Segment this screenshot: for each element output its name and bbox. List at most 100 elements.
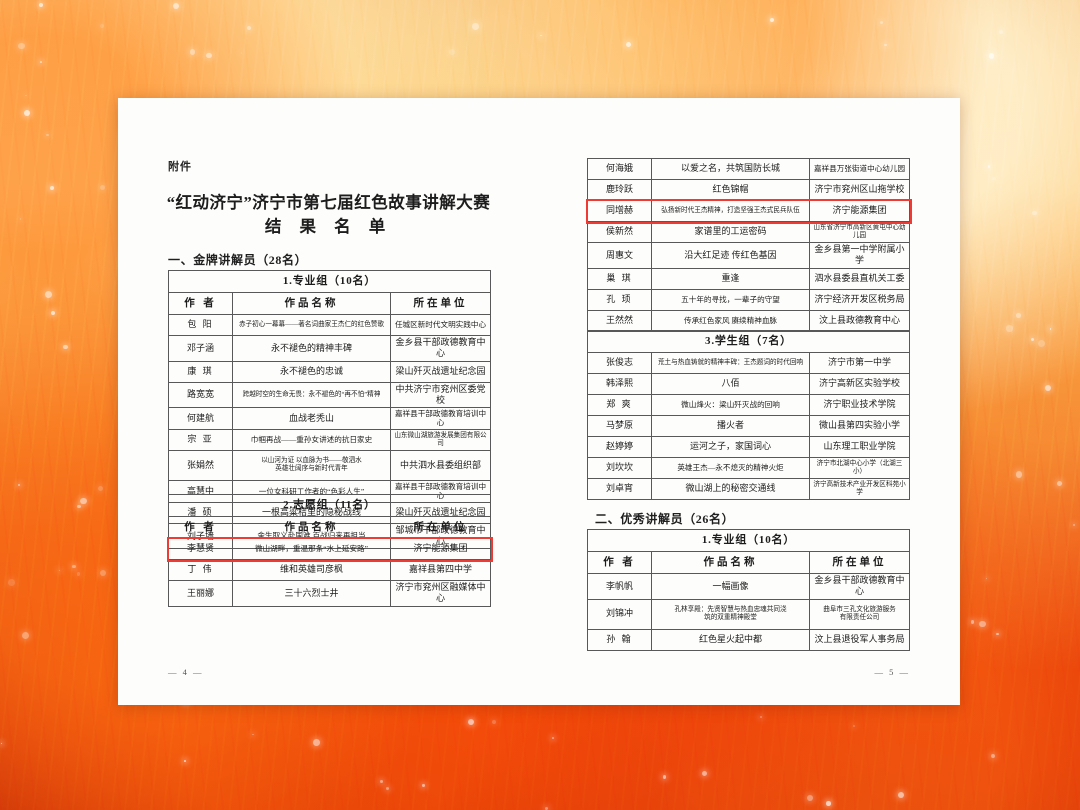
cell-unit: 嘉祥县第四中学 bbox=[389, 559, 492, 581]
table-row: 丁 伟维和英雄司彦枫 嘉祥县第四中学 bbox=[168, 559, 492, 581]
table-row: 张俊志 荒土与热血铸就的精神丰碑：王杰题词的时代回响 济宁市第一中学 bbox=[587, 352, 911, 374]
cell-work: 微山湖上的秘密交通线 bbox=[651, 478, 810, 500]
cell-author: 何海娥 bbox=[587, 158, 652, 180]
table-row: 侯新然 家谱里的工运密码 山东省济宁市高新区黄屯中心幼儿园 bbox=[587, 221, 910, 243]
table-body-excellent-professional: 李帆帆 一幅画像 金乡县干部政德教育中心 刘锦冲 孔林享殿：先贤智慧与热血忠魂共同浇 筑的… bbox=[587, 573, 910, 651]
column-header-unit: 所在单位 bbox=[389, 516, 492, 539]
cell-work: 巾帼再战——重孙女讲述的抗日家史 bbox=[232, 428, 391, 451]
table-row: 巢 琪重逢 泗水县委县直机关工委 bbox=[587, 267, 910, 290]
cell-unit: 汶上县政德教育中心 bbox=[809, 309, 910, 332]
cell-work: 播火者 bbox=[651, 415, 810, 437]
table-gold-student: 3.学生组（7名） 张俊志 荒土与热血铸就的精神丰碑：王杰题词的时代回响 济宁市第一… bbox=[586, 330, 911, 500]
table-row: 孙 翰红色星火起中都 汶上县退役军人事务局 bbox=[587, 628, 910, 651]
cell-author: 李慧贤 bbox=[168, 538, 233, 560]
cell-author: 巢 琪 bbox=[587, 267, 652, 290]
cell-author: 刘卓宵 bbox=[587, 478, 652, 500]
table-row: 王然然 传承红色家风 赓续精神血脉 汶上县政德教育中心 bbox=[587, 309, 910, 332]
cell-unit: 中共济宁市兖州区委党校 bbox=[390, 381, 491, 408]
cell-unit: 金乡县干部政德教育中心 bbox=[809, 573, 910, 600]
page-number-right: — 5 — bbox=[874, 667, 910, 677]
column-header-author: 作 者 bbox=[587, 551, 652, 574]
column-header-author: 作 者 bbox=[168, 516, 233, 539]
table-row: 路宽宽 跨越时空的生命无畏：永不褪色的“再不怕”精神 中共济宁市兖州区委党校 bbox=[168, 381, 491, 408]
table-body-gold-volunteer-right: 何海娥 以爱之名，共筑国防长城 嘉祥县万张街道中心幼儿园 鹿玲跃 红色锦帽 济宁市兖州区山… bbox=[587, 158, 910, 332]
cell-author: 张娟然 bbox=[168, 449, 233, 481]
cell-author: 张俊志 bbox=[587, 352, 652, 374]
table-gold-volunteer-continued: 何海娥 以爱之名，共筑国防长城 嘉祥县万张街道中心幼儿园 鹿玲跃 红色锦帽 济宁市兖州区山… bbox=[587, 158, 910, 332]
cell-unit: 济宁能源集团 bbox=[389, 538, 492, 560]
cell-author: 王丽娜 bbox=[168, 580, 233, 607]
cell-work: 以爱之名，共筑国防长城 bbox=[651, 158, 810, 180]
cell-author: 韩泽熙 bbox=[587, 373, 652, 395]
cell-unit: 山东省济宁市高新区黄屯中心幼儿园 bbox=[809, 221, 910, 243]
cell-author: 侯新然 bbox=[587, 221, 652, 243]
cell-work: 红色星火起中都 bbox=[651, 628, 810, 651]
cell-author: 宗 亚 bbox=[168, 428, 233, 451]
cell-unit: 嘉祥县干部政德教育培训中心 bbox=[390, 407, 491, 430]
cell-author: 包 阳 bbox=[168, 314, 233, 336]
cell-work: 家谱里的工运密码 bbox=[651, 221, 810, 243]
cell-unit: 汶上县退役军人事务局 bbox=[809, 628, 910, 651]
cell-unit: 山东理工职业学院 bbox=[808, 436, 911, 458]
table-body-gold-student: 张俊志 荒土与热血铸就的精神丰碑：王杰题词的时代回响 济宁市第一中学 韩泽熙 八佰 济宁高… bbox=[587, 352, 911, 500]
cell-work: 赤子初心一幕幕——著名词曲家王杰仁的红色赞歌 bbox=[232, 314, 391, 336]
page-title-line1: “红动济宁”济宁市第七届红色故事讲解大赛 bbox=[166, 193, 491, 212]
table-row: 鹿玲跃 红色锦帽 济宁市兖州区山拖学校 bbox=[587, 179, 910, 201]
cell-author: 王然然 bbox=[587, 309, 652, 332]
document-paper: 附件 “红动济宁”济宁市第七届红色故事讲解大赛 结 果 名 单 一、金牌讲解员（… bbox=[118, 98, 960, 705]
cell-work: 运河之子，家国词心 bbox=[651, 436, 810, 458]
table-row: 何建航 血战老秃山 嘉祥县干部政德教育培训中心 bbox=[168, 407, 491, 430]
column-header-work: 作品名称 bbox=[232, 516, 391, 539]
table-row: 王丽娜 三十六烈士井 济宁市兖州区融媒体中心 bbox=[168, 580, 492, 607]
cell-unit: 梁山歼灭战遗址纪念园 bbox=[390, 360, 491, 383]
section-heading-excellent: 二、优秀讲解员（26名） bbox=[595, 512, 735, 526]
table-row: 郑 爽微山烽火：梁山歼灭战的回响 济宁职业技术学院 bbox=[587, 394, 911, 416]
table-row: 宗 亚巾帼再战——重孙女讲述的抗日家史 山东微山湖旅游发展集团有限公司 bbox=[168, 428, 491, 451]
column-header-author: 作 者 bbox=[168, 292, 233, 315]
cell-unit: 曲阜市三孔文化旅游服务 有限责任公司 bbox=[809, 598, 910, 630]
table-body-gold-volunteer-left: 李慧贤 微山湖畔，重温那条“水上延安路” 济宁能源集团丁 伟维和英雄司彦枫 嘉祥县第四… bbox=[168, 538, 492, 607]
group-title-gold-volunteer: 2.志愿组（11名） bbox=[167, 494, 492, 517]
cell-work: 弘扬新时代王杰精神，打造坚强王杰式民兵队伍 bbox=[651, 200, 810, 222]
cell-author: 马梦原 bbox=[587, 415, 652, 437]
cell-author: 邓子涵 bbox=[168, 335, 233, 362]
cell-work: 跨越时空的生命无畏：永不褪色的“再不怕”精神 bbox=[232, 381, 391, 408]
cell-work: 微山烽火：梁山歼灭战的回响 bbox=[651, 394, 810, 416]
cell-unit: 嘉祥县万张街道中心幼儿园 bbox=[809, 158, 910, 180]
cell-unit: 济宁能源集团 bbox=[809, 200, 910, 222]
cell-unit: 济宁职业技术学院 bbox=[808, 394, 911, 416]
table-row: 康 琪永不褪色的忠诚 梁山歼灭战遗址纪念园 bbox=[168, 360, 491, 383]
document-page-left: 附件 “红动济宁”济宁市第七届红色故事讲解大赛 结 果 名 单 一、金牌讲解员（… bbox=[118, 98, 539, 705]
cell-author: 孙 翰 bbox=[587, 628, 652, 651]
table-row: 同增赫 弘扬新时代王杰精神，打造坚强王杰式民兵队伍 济宁能源集团 bbox=[587, 200, 910, 222]
cell-work: 红色锦帽 bbox=[651, 179, 810, 201]
table-row: 周惠文 沿大红足迹 传红色基因 金乡县第一中学附属小学 bbox=[587, 242, 910, 269]
cell-work: 三十六烈士井 bbox=[232, 580, 391, 607]
table-row: 李慧贤 微山湖畔，重温那条“水上延安路” 济宁能源集团 bbox=[168, 538, 492, 560]
page-title-line2: 结 果 名 单 bbox=[264, 216, 393, 236]
cell-work: 重逢 bbox=[651, 267, 810, 290]
cell-work: 传承红色家风 赓续精神血脉 bbox=[651, 309, 810, 332]
cell-unit: 微山县第四实验小学 bbox=[808, 415, 911, 437]
table-row: 刘坎坎 英雄王杰—永不熄灭的精神火炬 济宁市北湖中心小学（北湖三小） bbox=[587, 457, 911, 479]
cell-unit: 济宁高新技术产业开发区科苑小学 bbox=[808, 478, 911, 500]
cell-unit: 金乡县第一中学附属小学 bbox=[809, 242, 910, 269]
cell-work: 微山湖畔，重温那条“水上延安路” bbox=[232, 538, 391, 560]
cell-unit: 济宁高新区实验学校 bbox=[808, 373, 911, 395]
cell-unit: 泗水县委县直机关工委 bbox=[809, 267, 910, 290]
cell-author: 李帆帆 bbox=[587, 573, 652, 600]
document-page-right: 何海娥 以爱之名，共筑国防长城 嘉祥县万张街道中心幼儿园 鹿玲跃 红色锦帽 济宁市兖州区山… bbox=[539, 98, 960, 705]
column-header-unit: 所在单位 bbox=[809, 551, 910, 574]
cell-author: 郑 爽 bbox=[587, 394, 652, 416]
cell-work: 沿大红足迹 传红色基因 bbox=[651, 242, 810, 269]
cell-unit: 济宁市兖州区融媒体中心 bbox=[389, 580, 492, 607]
cell-author: 丁 伟 bbox=[168, 559, 233, 581]
cell-author: 康 琪 bbox=[168, 360, 233, 383]
table-row: 何海娥 以爱之名，共筑国防长城 嘉祥县万张街道中心幼儿园 bbox=[587, 158, 910, 180]
attachment-label: 附件 bbox=[168, 161, 192, 173]
cell-unit: 济宁市北湖中心小学（北湖三小） bbox=[808, 457, 911, 479]
cell-work: 永不褪色的忠诚 bbox=[232, 360, 391, 383]
cell-author: 何建航 bbox=[168, 407, 233, 430]
section-heading-gold: 一、金牌讲解员（28名） bbox=[168, 253, 308, 267]
cell-work: 五十年的寻找，一辈子的守望 bbox=[651, 288, 810, 311]
